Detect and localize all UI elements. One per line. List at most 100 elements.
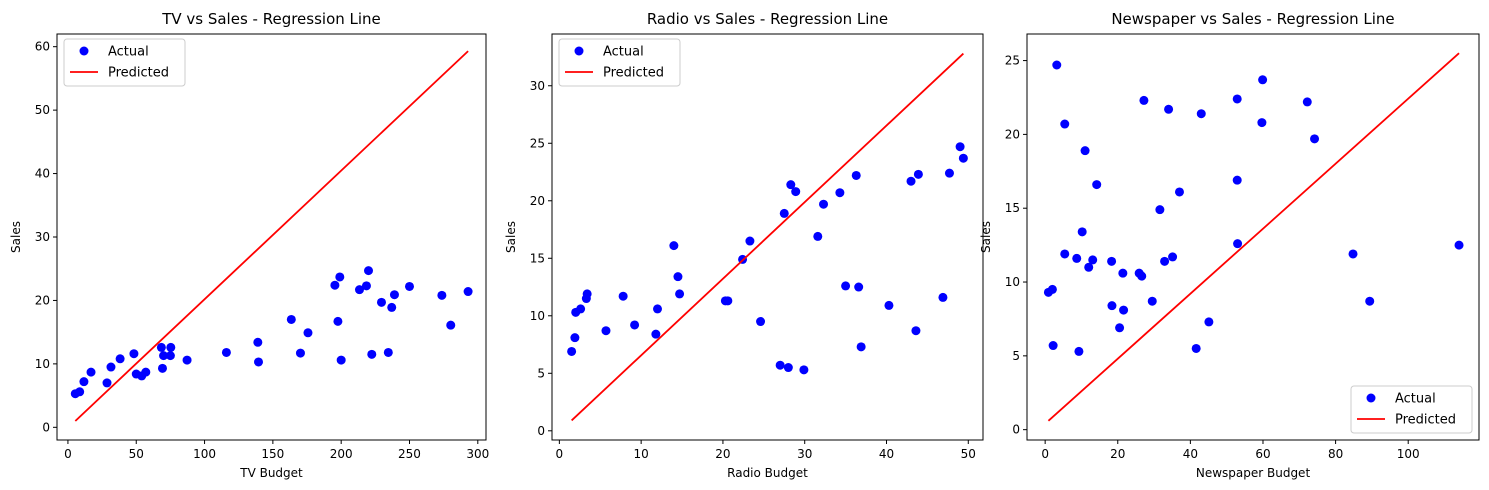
x-tick-label: 200 xyxy=(330,447,353,461)
scatter-point xyxy=(336,355,346,365)
scatter-point xyxy=(756,317,766,327)
y-tick-label: 60 xyxy=(35,40,50,54)
scatter-point xyxy=(856,342,866,352)
scatter-point xyxy=(1174,187,1184,197)
legend-label: Predicted xyxy=(1395,413,1456,428)
axes-frame xyxy=(56,33,487,441)
scatter-point xyxy=(938,292,948,302)
scatter-point xyxy=(75,387,85,397)
scatter-point xyxy=(582,289,592,299)
scatter-point xyxy=(669,241,679,251)
scatter-point xyxy=(813,231,823,241)
scatter-point xyxy=(129,349,139,359)
scatter-point xyxy=(651,329,661,339)
y-tick-label: 40 xyxy=(35,167,50,181)
chart-2: Radio vs Sales - Regression Line 0 10 20 30 4… xyxy=(504,10,984,480)
scatter-point xyxy=(335,272,345,282)
scatter-point xyxy=(1107,256,1117,266)
y-tick-label: 0 xyxy=(42,420,50,434)
scatter-point xyxy=(446,320,456,330)
scatter-point xyxy=(1204,317,1214,327)
axes-frame xyxy=(551,33,984,441)
y-tick-label: 0 xyxy=(1012,423,1020,437)
scatter-point xyxy=(1168,252,1178,262)
scatter-point xyxy=(1191,343,1201,353)
x-axis-label: Newspaper Budget xyxy=(1196,466,1311,480)
scatter-point xyxy=(1310,134,1320,144)
scatter-point xyxy=(1119,305,1129,315)
y-axis-label: Sales xyxy=(979,221,993,253)
x-tick-label: 100 xyxy=(1397,447,1420,461)
legend: Actual Predicted xyxy=(1350,385,1473,434)
y-tick-label: 30 xyxy=(35,230,50,244)
scatter-point xyxy=(1137,271,1147,281)
scatter-point xyxy=(387,302,397,312)
y-tick-label: 20 xyxy=(1005,127,1020,141)
x-tick-label: 50 xyxy=(961,447,976,461)
scatter-point xyxy=(723,296,733,306)
legend: Actual Predicted xyxy=(558,38,681,87)
x-tick-label: 40 xyxy=(879,447,894,461)
scatter-point xyxy=(1160,256,1170,266)
y-tick-label: 10 xyxy=(35,357,50,371)
regression-line xyxy=(1047,52,1460,422)
scatter-point xyxy=(166,342,176,352)
scatter-point xyxy=(786,180,796,190)
regression-line xyxy=(571,52,964,422)
scatter-point xyxy=(165,351,175,361)
legend-marker xyxy=(79,46,89,56)
chart-3: Newspaper vs Sales - Regression Line 0 20 4… xyxy=(979,10,1480,480)
scatter-point xyxy=(1233,239,1243,249)
x-tick-label: 20 xyxy=(1110,447,1125,461)
scatter-point xyxy=(835,188,845,198)
scatter-point xyxy=(1147,296,1157,306)
legend-box xyxy=(1350,385,1473,434)
scatter-point xyxy=(601,326,611,336)
scatter-point xyxy=(303,328,313,338)
chart-title: Radio vs Sales - Regression Line xyxy=(647,10,888,28)
scatter-point xyxy=(295,348,305,358)
scatter-point xyxy=(955,142,965,152)
y-tick-label: 5 xyxy=(1012,349,1020,363)
legend-box xyxy=(63,38,186,87)
scatter-point xyxy=(221,347,231,357)
scatter-point xyxy=(1115,323,1125,333)
legend-box xyxy=(558,38,681,87)
scatter-point xyxy=(884,300,894,310)
chart-title: TV vs Sales - Regression Line xyxy=(161,10,381,28)
scatter-point xyxy=(906,176,916,186)
scatter-point xyxy=(1365,296,1375,306)
x-tick-label: 300 xyxy=(466,447,489,461)
scatter-point xyxy=(653,304,663,314)
x-tick-label: 0 xyxy=(64,447,72,461)
scatter-point xyxy=(1257,118,1267,128)
scatter-point xyxy=(783,363,793,373)
legend-label: Actual xyxy=(1395,392,1436,407)
scatter-point xyxy=(86,367,96,377)
y-tick-label: 30 xyxy=(530,79,545,93)
scatter-point xyxy=(851,170,861,180)
scatter-point xyxy=(944,168,954,178)
scatter-point xyxy=(1118,268,1128,278)
scatter-point xyxy=(630,320,640,330)
legend-marker xyxy=(1366,393,1376,403)
scatter-point xyxy=(159,351,169,361)
y-tick-label: 10 xyxy=(1005,275,1020,289)
y-tick-label: 50 xyxy=(35,103,50,117)
x-tick-label: 0 xyxy=(556,447,564,461)
scatter-point xyxy=(958,153,968,163)
scatter-point xyxy=(1060,249,1070,259)
legend-label: Predicted xyxy=(603,66,664,81)
scatter-point xyxy=(367,349,377,359)
legend: Actual Predicted xyxy=(63,38,186,87)
scatter-point xyxy=(389,290,399,300)
scatter-point xyxy=(1232,175,1242,185)
regression-line xyxy=(74,50,469,422)
x-tick-label: 60 xyxy=(1255,447,1270,461)
y-tick-label: 10 xyxy=(530,309,545,323)
scatter-point xyxy=(841,281,851,291)
scatter-point xyxy=(106,362,116,372)
legend-label: Actual xyxy=(603,45,644,60)
